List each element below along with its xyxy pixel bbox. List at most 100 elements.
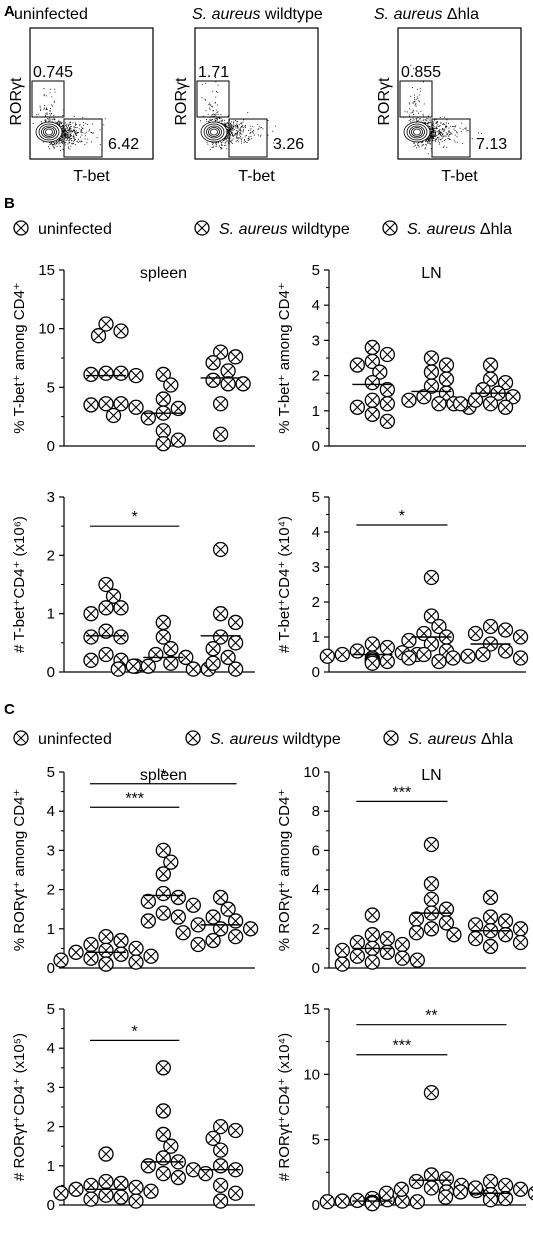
group-wildtype (110, 614, 216, 677)
data-point (408, 911, 425, 927)
data-point (128, 954, 144, 970)
data-point (205, 909, 221, 925)
data-point (53, 952, 69, 968)
gate-rorgt (399, 80, 433, 118)
y-tick-label: 4 (47, 803, 55, 820)
y-tick-label: 5 (47, 379, 55, 396)
data-point (409, 952, 425, 968)
y-tick-label: 5 (47, 764, 55, 781)
data-point (482, 371, 499, 387)
data-point (349, 934, 365, 951)
group-dhla (197, 1118, 244, 1209)
flow-x-label: T-bet (441, 168, 478, 185)
data-point (497, 1190, 514, 1207)
gate-rorgt-value: 0.855 (401, 64, 441, 81)
data-point (163, 1138, 179, 1154)
data-point (497, 399, 514, 415)
data-point (423, 350, 440, 366)
group-wildtype (140, 366, 186, 452)
data-point (497, 1177, 514, 1194)
data-point (349, 948, 365, 964)
data-point (334, 956, 350, 972)
y-tick-label: 2 (312, 368, 320, 385)
data-point (242, 921, 259, 937)
y-tick-label: 1 (47, 1158, 55, 1175)
legend-c: uninfected S. aureus wildtype S. aureus … (13, 730, 513, 748)
data-point (155, 366, 171, 383)
data-point (467, 625, 484, 642)
y-tick-label: 3 (312, 559, 320, 576)
data-point (438, 915, 455, 931)
y-axis-label: % T-bet⁺ among CD4⁺ (11, 282, 28, 433)
data-point (98, 956, 114, 972)
data-point (155, 391, 171, 407)
data-point (155, 905, 171, 921)
flow-title-rest: wildtype (260, 6, 322, 23)
flow-plot-3: S. aureus Δhla 0.855 7.13 T-bet RORγt (374, 6, 522, 185)
data-point (155, 436, 171, 452)
y-tick-label: 10 (303, 764, 320, 781)
data-point (155, 614, 171, 631)
data-point (364, 954, 380, 970)
data-point (212, 344, 229, 360)
group-wildtype (401, 569, 455, 670)
significance-label: * (160, 767, 166, 784)
data-point (482, 938, 499, 955)
data-point (212, 396, 229, 412)
data-point (155, 1060, 171, 1076)
y-axis-label: # RORγt⁺CD4⁺ (x10⁴) (276, 1033, 293, 1181)
data-point (205, 641, 221, 657)
data-point (423, 921, 440, 937)
y-tick-label: 2 (312, 594, 320, 611)
legend-b-dhla-italic: S. aureus (407, 221, 475, 238)
data-point (527, 1186, 533, 1201)
group-wildtype (378, 1084, 485, 1201)
legend-b-wildtype-marker (194, 220, 210, 236)
data-point (113, 946, 129, 962)
data-point (364, 636, 380, 652)
data-point (170, 889, 186, 906)
flow-plot-frame (194, 27, 319, 160)
data-point (170, 1169, 186, 1186)
data-point (452, 396, 469, 412)
data-point (68, 944, 84, 960)
gate-rorgt (196, 80, 230, 118)
data-point (155, 1165, 171, 1182)
data-point (190, 917, 206, 933)
data-point (98, 1173, 114, 1190)
legend-b-dhla-rest: Δhla (475, 221, 512, 238)
data-point (227, 913, 244, 929)
data-point (423, 636, 440, 652)
data-point (431, 396, 447, 412)
data-point (408, 1173, 425, 1190)
data-point (438, 385, 455, 401)
flow-contours (403, 121, 431, 143)
flow-contours (200, 121, 228, 143)
gate-rorgt-value: 0.745 (33, 64, 73, 81)
data-point (379, 944, 395, 960)
data-point (364, 927, 380, 943)
gate-rorgt-value: 1.71 (198, 64, 229, 81)
data-point (155, 1126, 171, 1143)
data-point (83, 1177, 99, 1194)
data-point (220, 901, 236, 917)
data-point (113, 1189, 129, 1205)
data-point (364, 353, 380, 370)
significance-label: *** (393, 1038, 412, 1055)
significance-label: * (132, 1023, 138, 1040)
legend-c-wildtype-label: S. aureus wildtype (210, 731, 341, 748)
y-tick-label: 10 (38, 321, 55, 338)
data-point (319, 1194, 335, 1210)
legend-c-wildtype-italic: S. aureus (210, 731, 278, 748)
flow-plot-title: S. aureus Δhla (374, 6, 479, 23)
data-point (155, 629, 171, 645)
data-point (379, 930, 395, 947)
y-tick-label: 4 (312, 882, 320, 899)
data-point (205, 932, 221, 949)
data-point (98, 365, 114, 381)
group-wildtype (401, 350, 477, 415)
data-point (393, 1181, 410, 1197)
y-tick-label: 4 (312, 297, 320, 314)
plot-tbet-pct-ln: 0 1 2 3 4 5 % T-bet⁺ among CD4⁺ LN (276, 262, 526, 455)
